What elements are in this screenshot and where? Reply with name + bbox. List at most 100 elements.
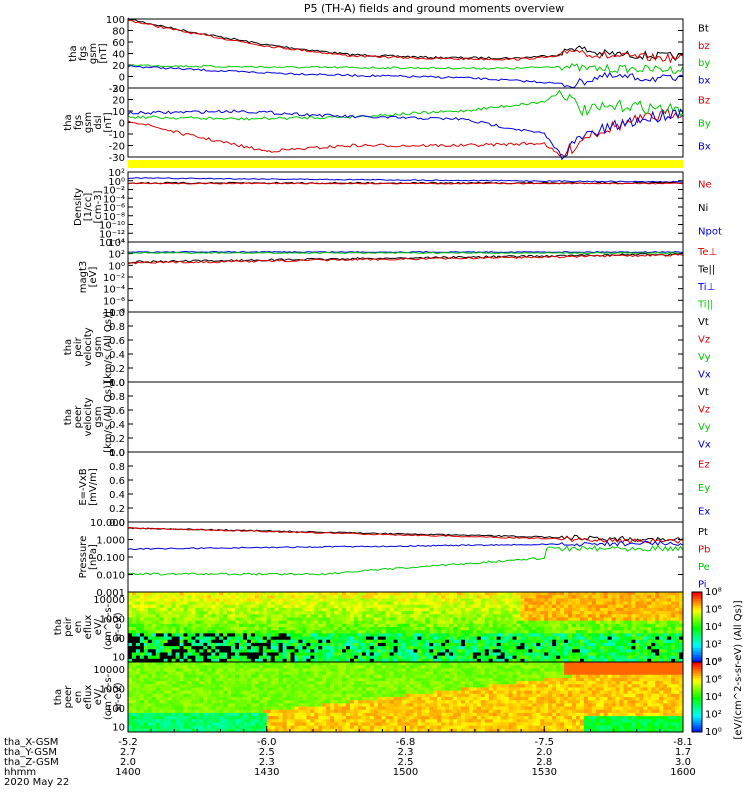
spectrogram-cell — [647, 620, 652, 625]
spectrogram-cell — [143, 649, 149, 653]
spectrogram-cell — [397, 611, 403, 615]
spectrogram-cell — [476, 595, 482, 599]
spectrogram-cell — [250, 674, 256, 679]
spectrogram-cell — [187, 725, 192, 730]
spectrogram-cell — [647, 627, 652, 631]
spectrogram-cell — [405, 697, 410, 701]
spectrogram-cell — [373, 706, 379, 711]
spectrogram-cell — [671, 630, 676, 634]
spectrogram-cell — [405, 655, 410, 660]
spectrogram-cell — [270, 592, 276, 596]
spectrogram-cell — [306, 674, 311, 679]
spectrogram-cell — [350, 716, 355, 720]
spectrogram-cell — [671, 658, 676, 663]
spectrogram-cell — [242, 649, 248, 653]
spectrogram-cell — [195, 671, 200, 676]
spectrogram-cell — [575, 592, 581, 596]
spectrogram-cell — [246, 614, 252, 618]
spectrogram-cell — [258, 703, 264, 708]
spectrogram-cell — [270, 642, 276, 647]
spectrogram-cell — [286, 592, 292, 596]
y-tick-label: 0.8 — [109, 462, 125, 473]
spectrogram-cell — [572, 595, 577, 599]
series-line-Ne — [127, 182, 684, 185]
spectrogram-cell — [583, 601, 589, 606]
spectrogram-cell — [147, 623, 153, 628]
spectrogram-cell — [314, 611, 319, 615]
spectrogram-cell — [369, 652, 375, 657]
spectrogram-cell — [215, 607, 220, 612]
spectrogram-cell — [512, 642, 517, 647]
spectrogram-cell — [183, 604, 188, 609]
spectrogram-cell — [139, 607, 145, 612]
spectrogram-cell — [151, 607, 157, 612]
spectrogram-cell — [203, 617, 208, 622]
spectrogram-cell — [389, 665, 395, 669]
spectrogram-cell — [231, 712, 236, 717]
spectrogram-cell — [270, 709, 276, 714]
spectrogram-cell — [445, 655, 450, 660]
spectrogram-cell — [286, 658, 292, 663]
spectrogram-cell — [258, 604, 264, 609]
y-tick-label: 0.100 — [96, 553, 125, 564]
spectrogram-cell — [231, 725, 236, 730]
spectrogram-cell — [520, 639, 525, 644]
spectrogram-cell — [294, 674, 299, 679]
spectrogram-cell — [242, 655, 248, 660]
spectrogram-cell — [270, 700, 276, 704]
spectrogram-cell — [373, 607, 379, 612]
spectrogram-cell — [619, 649, 625, 653]
spectrogram-cell — [183, 607, 188, 612]
spectrogram-cell — [266, 592, 272, 596]
spectrogram-cell — [353, 712, 359, 717]
spectrogram-cell — [318, 617, 323, 622]
spectrogram-cell — [393, 636, 399, 641]
spectrogram-cell — [231, 639, 236, 644]
spectrogram-cell — [373, 703, 379, 708]
spectrogram-cell — [365, 630, 371, 634]
spectrogram-cell — [270, 607, 276, 612]
spectrogram-cell — [393, 598, 399, 603]
spectrogram-cell — [647, 630, 652, 634]
spectrogram-cell — [310, 642, 315, 647]
spectrogram-cell — [167, 693, 173, 698]
spectrogram-cell — [389, 614, 395, 618]
spectrogram-cell — [318, 598, 323, 603]
spectrogram-cell — [595, 633, 601, 638]
spectrogram-cell — [385, 674, 391, 679]
spectrogram-cell — [401, 728, 406, 733]
spectrogram-cell — [135, 703, 141, 708]
spectrogram-cell — [476, 601, 482, 606]
spectrogram-cell — [223, 649, 228, 653]
spectrogram-cell — [540, 617, 545, 622]
spectrogram-cell — [246, 665, 252, 669]
spectrogram-cell — [143, 658, 149, 663]
spectrogram-cell — [377, 636, 383, 641]
spectrogram-cell — [211, 665, 216, 669]
spectrogram-cell — [306, 607, 311, 612]
spectrogram-cell — [381, 703, 387, 708]
colorbar-cell — [692, 641, 702, 644]
spectrogram-cell — [350, 604, 355, 609]
spectrogram-cell — [401, 623, 406, 628]
spectrogram-cell — [409, 636, 414, 641]
spectrogram-cell — [651, 652, 656, 657]
spectrogram-cell — [611, 592, 617, 596]
spectrogram-cell — [679, 649, 684, 653]
spectrogram-cell — [357, 598, 363, 603]
spectrogram-cell — [171, 716, 177, 720]
spectrogram-cell — [199, 690, 204, 695]
spectrogram-cell — [671, 655, 676, 660]
legend-entry: Bt — [698, 24, 709, 35]
spectrogram-cell — [564, 633, 569, 638]
spectrogram-cell — [353, 630, 359, 634]
spectrogram-cell — [290, 725, 295, 730]
spectrogram-cell — [659, 652, 664, 657]
spectrogram-cell — [409, 623, 414, 628]
spectrogram-cell — [449, 598, 454, 603]
spectrogram-cell — [445, 646, 450, 650]
spectrogram-cell — [389, 620, 395, 625]
spectrogram-cell — [179, 706, 184, 711]
spectrogram-cell — [560, 607, 565, 612]
